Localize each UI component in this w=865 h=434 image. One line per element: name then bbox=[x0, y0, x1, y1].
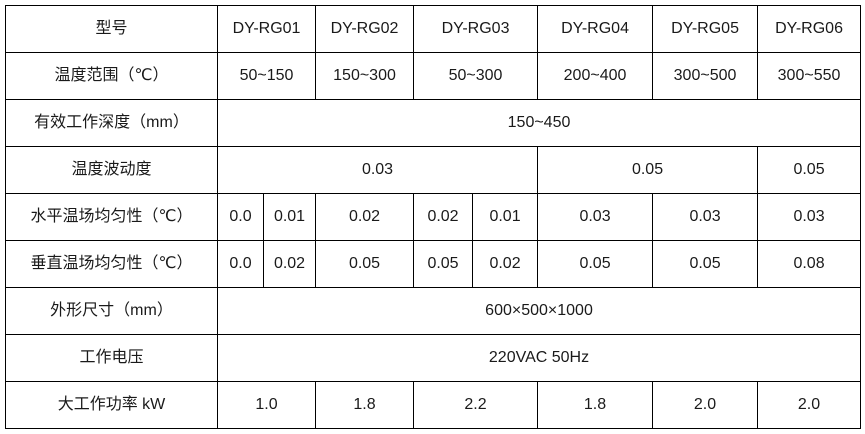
table-cell: 300~550 bbox=[757, 52, 862, 100]
table-cell: 2.2 bbox=[413, 381, 539, 429]
table-row-voltage: 工作电压 220VAC 50Hz bbox=[5, 334, 862, 382]
table-cell: 600×500×1000 bbox=[216, 287, 862, 335]
table-row-temperature-fluctuation: 温度波动度 0.03 0.05 0.05 bbox=[5, 146, 862, 194]
row-label-dimensions: 外形尺寸（mm） bbox=[5, 287, 218, 335]
table-cell: 50~300 bbox=[413, 52, 539, 100]
table-cell: 150~450 bbox=[216, 99, 862, 147]
table-cell: 0.03 bbox=[537, 193, 654, 241]
table-row-vertical-uniformity: 垂直温场均匀性（℃） 0.0 0.02 0.05 0.05 0.02 0.05 … bbox=[5, 240, 862, 288]
table-cell: 220VAC 50Hz bbox=[216, 334, 862, 382]
table-cell: 150~300 bbox=[315, 52, 415, 100]
table-row-working-depth: 有效工作深度（mm） 150~450 bbox=[5, 99, 862, 147]
table-cell: 2.0 bbox=[652, 381, 759, 429]
row-label-model: 型号 bbox=[5, 5, 218, 53]
row-label-voltage: 工作电压 bbox=[5, 334, 218, 382]
table-cell: 50~150 bbox=[216, 52, 317, 100]
table-row-temperature-range: 温度范围（℃） 50~150 150~300 50~300 200~400 30… bbox=[5, 52, 862, 100]
table-cell: 0.05 bbox=[537, 146, 759, 194]
table-row-model: 型号 DY-RG01 DY-RG02 DY-RG03 DY-RG04 DY-RG… bbox=[5, 5, 862, 53]
model-header-cell: DY-RG02 bbox=[315, 5, 415, 53]
table-cell: 200~400 bbox=[537, 52, 654, 100]
table-cell: 1.0 bbox=[216, 381, 317, 429]
model-header-cell: DY-RG06 bbox=[757, 5, 862, 53]
table-cell: 0.02 bbox=[472, 240, 539, 288]
table-cell: 0.05 bbox=[413, 240, 474, 288]
table-cell: 1.8 bbox=[315, 381, 415, 429]
row-label-vertical-uniformity: 垂直温场均匀性（℃） bbox=[5, 240, 218, 288]
table-cell: 1.8 bbox=[537, 381, 654, 429]
table-cell: 0.05 bbox=[315, 240, 415, 288]
model-header-cell: DY-RG01 bbox=[216, 5, 317, 53]
table-cell: 0.01 bbox=[472, 193, 539, 241]
table-cell: 0.05 bbox=[652, 240, 759, 288]
table-cell: 0.02 bbox=[315, 193, 415, 241]
table-cell: 0.01 bbox=[262, 193, 317, 241]
row-label-temperature-range: 温度范围（℃） bbox=[5, 52, 218, 100]
table-cell: 2.0 bbox=[757, 381, 862, 429]
row-label-max-power: 大工作功率 kW bbox=[5, 381, 218, 429]
table-cell: 0.05 bbox=[537, 240, 654, 288]
model-header-cell: DY-RG04 bbox=[537, 5, 654, 53]
table-cell: 0.08 bbox=[757, 240, 862, 288]
table-row-max-power: 大工作功率 kW 1.0 1.8 2.2 1.8 2.0 2.0 bbox=[5, 381, 862, 429]
equipment-spec-table: 型号 DY-RG01 DY-RG02 DY-RG03 DY-RG04 DY-RG… bbox=[5, 5, 862, 429]
table-cell: 0.03 bbox=[652, 193, 759, 241]
table-cell: 0.03 bbox=[757, 193, 862, 241]
row-label-working-depth: 有效工作深度（mm） bbox=[5, 99, 218, 147]
row-label-horizontal-uniformity: 水平温场均匀性（℃） bbox=[5, 193, 218, 241]
table-cell: 0.02 bbox=[413, 193, 474, 241]
table-row-dimensions: 外形尺寸（mm） 600×500×1000 bbox=[5, 287, 862, 335]
model-header-cell: DY-RG03 bbox=[413, 5, 539, 53]
table-cell: 0.02 bbox=[262, 240, 317, 288]
table-cell: 0.0 bbox=[217, 193, 264, 241]
row-label-temperature-fluctuation: 温度波动度 bbox=[5, 146, 218, 194]
table-cell: 300~500 bbox=[652, 52, 759, 100]
table-cell: 0.0 bbox=[217, 240, 264, 288]
model-header-cell: DY-RG05 bbox=[652, 5, 759, 53]
table-cell: 0.03 bbox=[216, 146, 539, 194]
table-row-horizontal-uniformity: 水平温场均匀性（℃） 0.0 0.01 0.02 0.02 0.01 0.03 … bbox=[5, 193, 862, 241]
table-cell: 0.05 bbox=[757, 146, 862, 194]
